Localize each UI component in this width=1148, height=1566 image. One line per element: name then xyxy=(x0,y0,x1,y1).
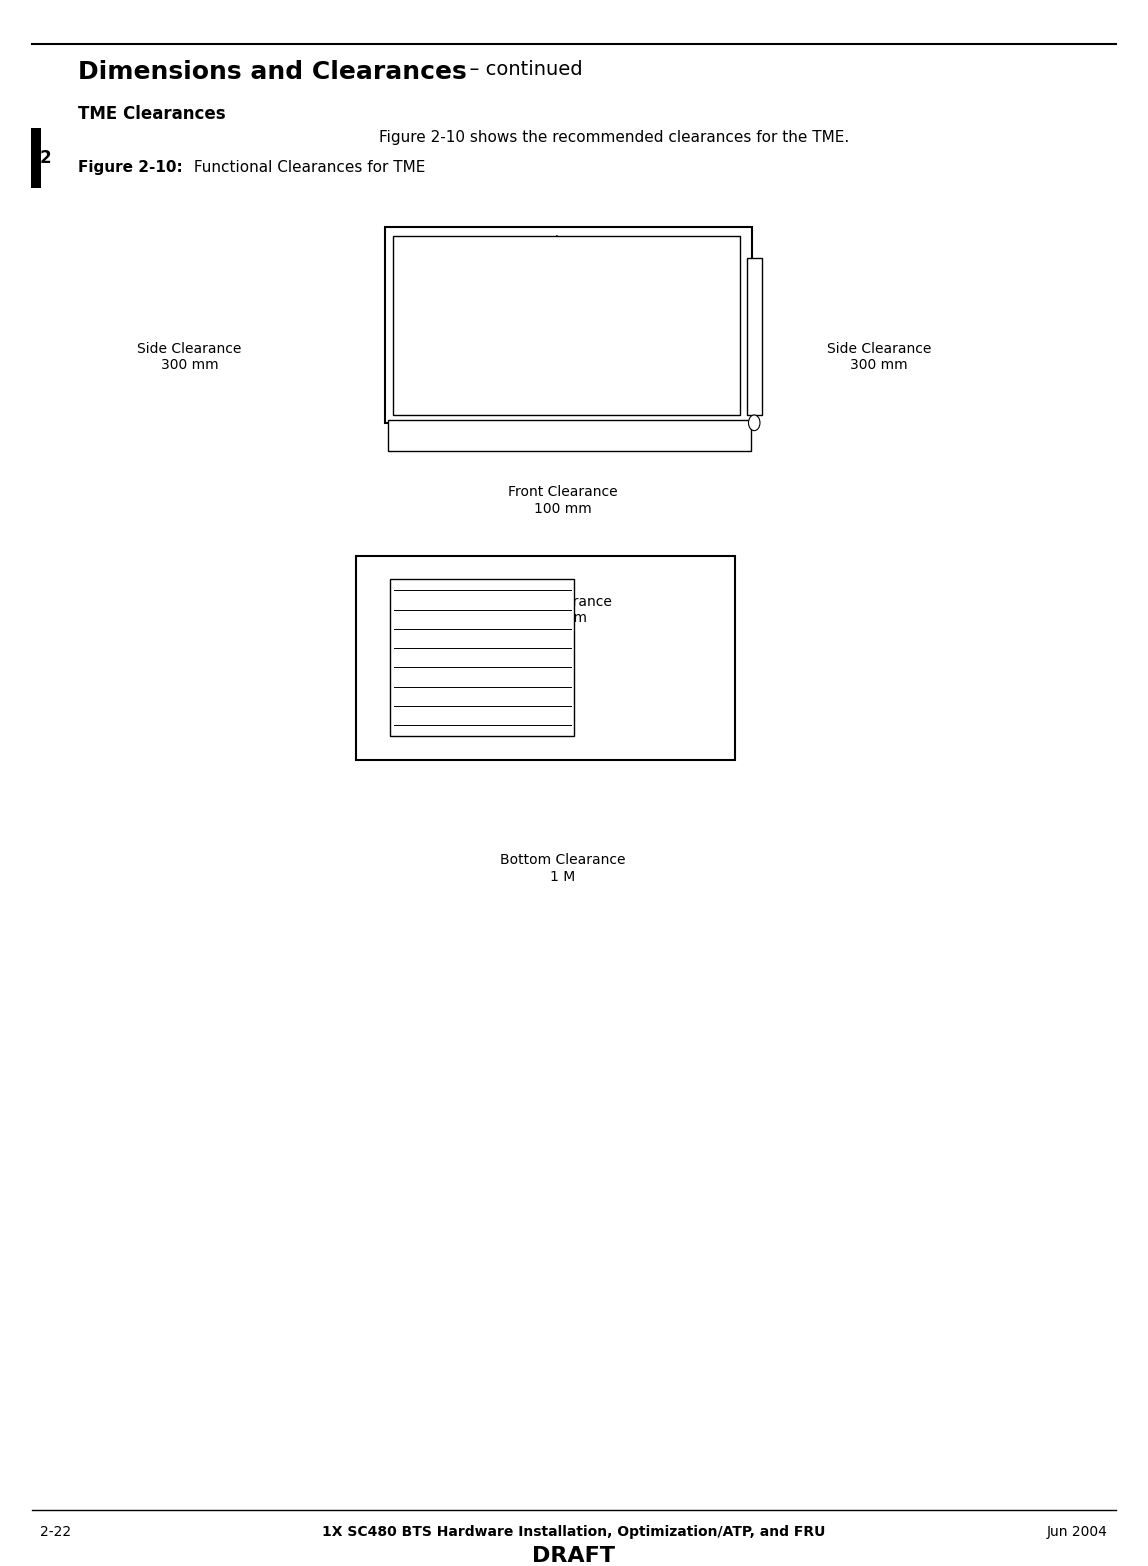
Text: Dimensions and Clearances: Dimensions and Clearances xyxy=(78,60,467,83)
Text: DRAFT: DRAFT xyxy=(533,1546,615,1566)
Text: TME Clearances: TME Clearances xyxy=(78,105,226,122)
Text: Front Clearance
100 mm: Front Clearance 100 mm xyxy=(507,485,618,515)
Text: Side Clearance
300 mm: Side Clearance 300 mm xyxy=(138,341,241,373)
Text: Figure 2-10:: Figure 2-10: xyxy=(78,160,183,175)
Text: Bottom Clearance
1 M: Bottom Clearance 1 M xyxy=(499,853,626,883)
Text: 2-22: 2-22 xyxy=(40,1525,71,1539)
Text: 1X SC480 BTS Hardware Installation, Optimization/ATP, and FRU: 1X SC480 BTS Hardware Installation, Opti… xyxy=(323,1525,825,1539)
Text: 2: 2 xyxy=(40,149,52,166)
Bar xyxy=(388,420,751,451)
Bar xyxy=(31,128,41,188)
Text: Figure 2-10 shows the recommended clearances for the TME.: Figure 2-10 shows the recommended cleara… xyxy=(379,130,850,146)
Circle shape xyxy=(748,415,760,431)
Bar xyxy=(390,579,574,736)
Bar xyxy=(385,227,752,423)
Bar xyxy=(393,236,740,415)
Text: Side Clearance
300 mm: Side Clearance 300 mm xyxy=(827,341,931,373)
Bar xyxy=(747,258,762,415)
Text: Functional Clearances for TME: Functional Clearances for TME xyxy=(189,160,426,175)
Text: Jun 2004: Jun 2004 xyxy=(1047,1525,1108,1539)
Text: – continued: – continued xyxy=(457,60,582,78)
Bar xyxy=(356,556,735,760)
Text: Top Clearance
80 mm: Top Clearance 80 mm xyxy=(513,595,612,625)
Text: Rear Clearance
51 mm: Rear Clearance 51 mm xyxy=(510,235,615,265)
